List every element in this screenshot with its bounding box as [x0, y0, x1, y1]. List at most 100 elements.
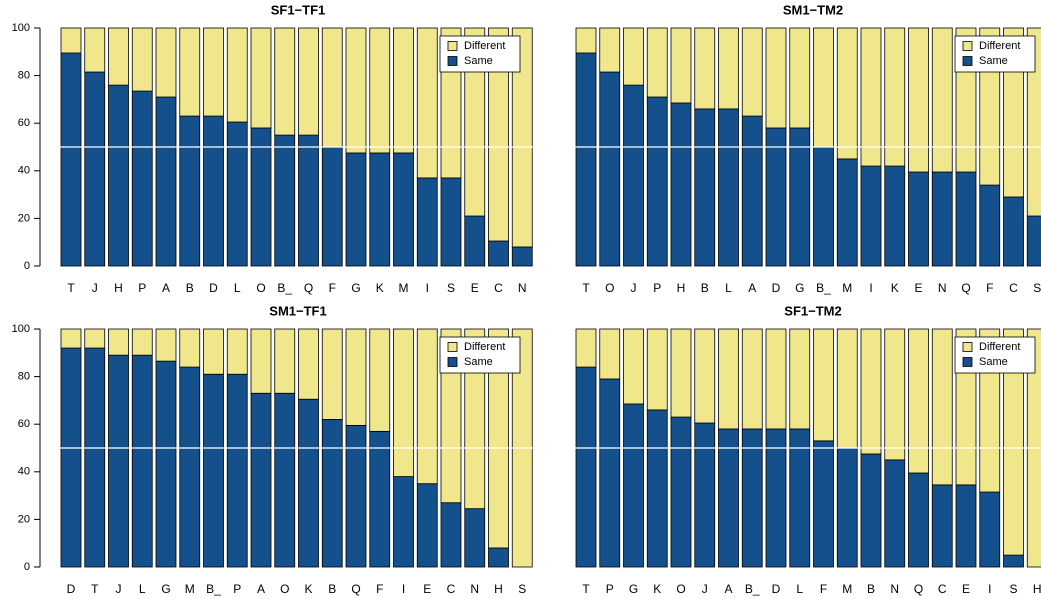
bar-segment	[108, 328, 129, 356]
bar-segment	[931, 27, 953, 173]
bar-segment	[765, 428, 787, 568]
bar-segment	[179, 328, 201, 368]
bar-segment	[836, 158, 858, 267]
x-tick-label: B_	[816, 281, 831, 295]
bar-segment	[203, 115, 224, 267]
bar-segment	[250, 392, 272, 568]
bar-segment	[393, 27, 414, 154]
legend-swatch	[962, 342, 973, 352]
bar-segment	[250, 27, 272, 129]
bar-segment	[369, 152, 391, 267]
x-tick-label: O	[256, 281, 265, 295]
bar-segment	[298, 27, 319, 136]
bar-segment	[393, 476, 414, 568]
y-tick-label: 0	[24, 561, 30, 573]
bar-segment	[931, 484, 953, 568]
bar-segment	[60, 52, 82, 267]
x-tick-label: Q	[304, 281, 313, 295]
x-tick-label: Q	[914, 582, 923, 596]
bar-segment	[416, 27, 438, 179]
x-tick-label: I	[402, 582, 405, 596]
bar-segment	[226, 373, 248, 568]
bar-segment	[226, 27, 248, 123]
bar-segment	[179, 115, 201, 267]
legend-label: Same	[979, 55, 1008, 67]
y-tick-label: 80	[18, 371, 30, 383]
x-tick-label: B	[867, 582, 875, 596]
panel-title: SF1−TM2	[784, 303, 841, 318]
bar-segment	[979, 491, 1001, 568]
x-tick-label: A	[724, 582, 732, 596]
x-tick-label: Q	[351, 582, 360, 596]
x-tick-label: J	[702, 582, 708, 596]
x-tick-label: M	[185, 582, 195, 596]
x-tick-label: N	[470, 582, 479, 596]
x-tick-label: J	[631, 281, 637, 295]
bar-segment	[670, 416, 692, 568]
bar-segment	[274, 328, 296, 394]
x-tick-label: J	[92, 281, 98, 295]
bar-segment	[931, 171, 953, 267]
x-tick-label: D	[772, 281, 781, 295]
x-tick-label: C	[447, 582, 456, 596]
bar-segment	[718, 328, 739, 430]
bar-segment	[464, 328, 486, 510]
bar-segment	[955, 171, 977, 267]
bar-segment	[369, 430, 391, 568]
bar-segment	[836, 447, 858, 568]
x-tick-label: B	[328, 582, 336, 596]
x-tick-label: N	[518, 281, 527, 295]
bar-segment	[741, 27, 763, 117]
bar-segment	[623, 27, 644, 86]
bar-segment	[789, 328, 811, 430]
bar-segment	[813, 440, 834, 568]
legend-label: Different	[464, 341, 505, 353]
y-tick-label: 60	[18, 418, 30, 430]
x-tick-label: P	[653, 281, 661, 295]
bar-segment	[813, 328, 834, 442]
bar-segment	[60, 27, 82, 54]
bar-segment	[646, 328, 668, 411]
x-tick-label: F	[820, 582, 827, 596]
bar-segment	[884, 165, 906, 267]
x-tick-label: I	[988, 582, 991, 596]
bar-segment	[298, 134, 319, 267]
bar-segment	[575, 366, 597, 568]
bar-segment	[694, 422, 716, 568]
bar-segment	[694, 328, 716, 424]
bar-segment	[226, 121, 248, 267]
x-tick-label: S	[1009, 582, 1017, 596]
x-tick-label: L	[234, 281, 241, 295]
bar-segment	[623, 403, 644, 568]
bar-segment	[670, 102, 692, 267]
x-tick-label: O	[676, 582, 685, 596]
y-tick-label: 20	[18, 513, 30, 525]
bar-segment	[488, 240, 509, 267]
y-tick-label: 0	[24, 260, 30, 272]
x-tick-label: M	[842, 582, 852, 596]
bar-segment	[741, 328, 763, 430]
bar-segment	[694, 27, 716, 110]
x-tick-label: M	[399, 281, 409, 295]
x-tick-label: I	[426, 281, 429, 295]
y-tick-label: 80	[18, 70, 30, 82]
legend-label: Different	[464, 40, 505, 52]
bar-segment	[1003, 328, 1024, 556]
bar-segment	[345, 152, 367, 267]
bar-segment	[84, 328, 106, 349]
bar-segment	[203, 27, 224, 117]
bar-segment	[179, 27, 201, 117]
x-tick-label: G	[795, 281, 804, 295]
bar-segment	[765, 328, 787, 430]
x-tick-label: A	[748, 281, 756, 295]
x-tick-label: B_	[206, 582, 221, 596]
x-tick-label: K	[891, 281, 899, 295]
bar-segment	[908, 27, 929, 173]
bar-segment	[860, 328, 882, 455]
bar-segment	[393, 152, 414, 267]
bar-segment	[250, 328, 272, 394]
x-tick-label: A	[162, 281, 170, 295]
bar-segment	[84, 27, 106, 73]
bar-segment	[718, 27, 739, 110]
bar-segment	[440, 177, 462, 267]
